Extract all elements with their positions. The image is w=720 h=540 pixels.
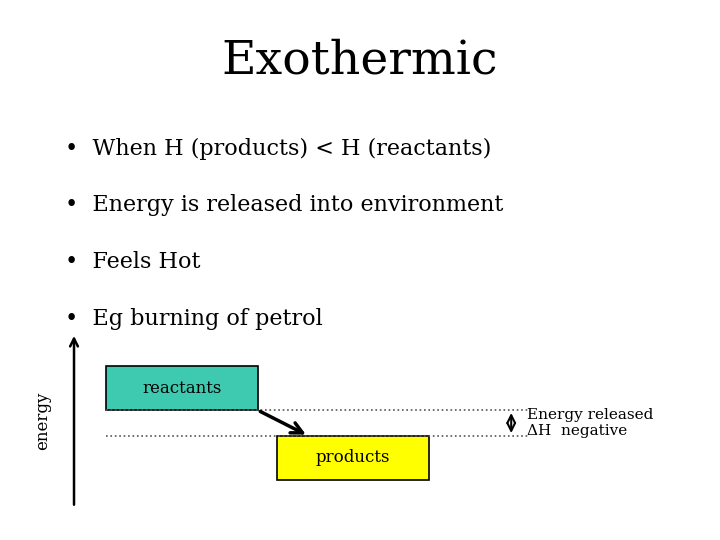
Text: products: products [315, 449, 390, 467]
Text: •  When H (products) < H (reactants): • When H (products) < H (reactants) [65, 138, 491, 160]
Bar [106, 366, 258, 410]
Text: •  Energy is released into environment: • Energy is released into environment [65, 194, 503, 217]
Text: Energy released
ΔH  negative: Energy released ΔH negative [527, 408, 654, 438]
Text: •  Eg burning of petrol: • Eg burning of petrol [65, 308, 323, 330]
Text: energy: energy [34, 392, 51, 450]
Text: reactants: reactants [142, 380, 222, 397]
Text: Exothermic: Exothermic [222, 38, 498, 83]
Bar [276, 436, 429, 480]
Text: •  Feels Hot: • Feels Hot [65, 251, 200, 273]
